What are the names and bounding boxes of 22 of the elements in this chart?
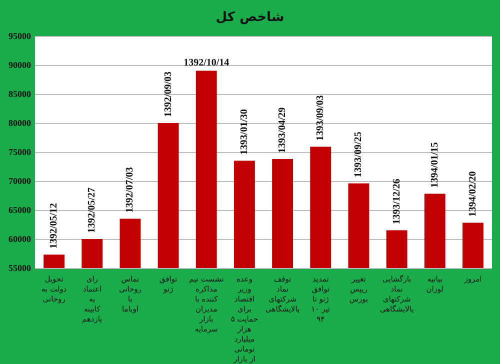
y-tick-label: 80000 <box>8 118 32 128</box>
data-label: 1394/01/15 <box>429 142 440 188</box>
data-label: 1393/09/25 <box>353 132 364 178</box>
y-tick-label: 75000 <box>8 147 32 157</box>
chart-title: شاخص کل <box>216 10 284 25</box>
data-label: 1393/09/03 <box>315 95 326 141</box>
data-label: 1392/05/27 <box>86 187 98 233</box>
data-label: 1394/02/20 <box>467 171 478 217</box>
y-tick-label: 70000 <box>8 176 32 186</box>
data-label: 1392/05/12 <box>48 203 60 249</box>
data-label: 1393/04/29 <box>277 107 288 153</box>
y-tick-label: 95000 <box>8 31 32 41</box>
data-label: 1392/07/03 <box>124 167 136 213</box>
data-label: 1392/10/14 <box>184 57 230 68</box>
data-label: 1393/01/30 <box>238 109 250 155</box>
y-tick-label: 60000 <box>8 234 32 244</box>
data-label: 1393/12/26 <box>391 178 402 224</box>
data-label: 1392/09/03 <box>162 71 174 117</box>
y-tick-label: 90000 <box>8 60 32 70</box>
y-tick-label: 55000 <box>8 263 32 273</box>
y-tick-label: 85000 <box>8 89 32 99</box>
y-tick-label: 65000 <box>8 205 32 215</box>
